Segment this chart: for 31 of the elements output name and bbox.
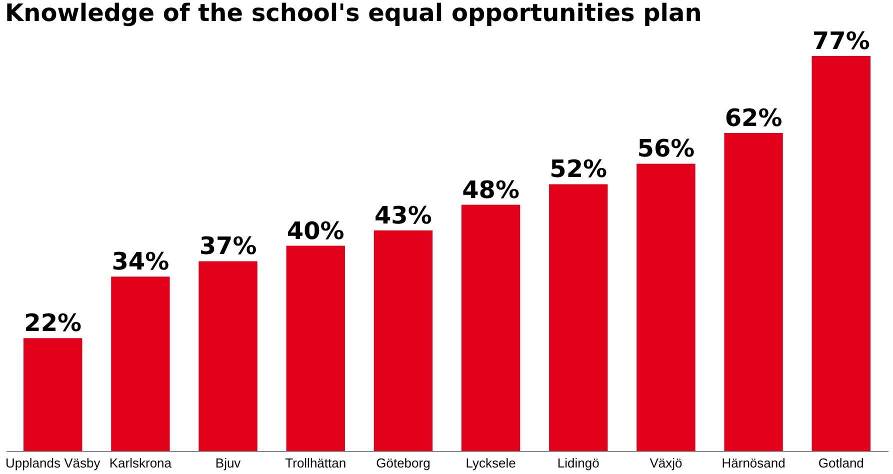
bar: [549, 184, 608, 451]
bar: [724, 132, 783, 451]
bar: [374, 230, 433, 451]
data-label: 37%: [199, 232, 257, 260]
data-label: 40%: [286, 216, 344, 245]
bar: [111, 276, 170, 451]
bar: [636, 164, 696, 451]
x-tick-label: Upplands Väsby: [6, 456, 101, 470]
data-label: 62%: [724, 104, 782, 132]
data-label: 34%: [112, 248, 170, 276]
data-label: 43%: [374, 201, 432, 230]
x-tick-label: Växjö: [650, 456, 682, 470]
x-tick-label: Göteborg: [376, 456, 430, 470]
data-label: 52%: [550, 155, 608, 184]
bar: [812, 56, 870, 451]
x-tick-label: Karlskrona: [109, 456, 172, 470]
x-tick-label: Bjuv: [215, 456, 242, 470]
data-label: 22%: [24, 309, 82, 338]
data-label: 77%: [812, 27, 870, 55]
bar: [461, 204, 520, 451]
x-tick-label: Lidingö: [557, 456, 600, 470]
bar: [286, 246, 345, 451]
x-tick-label: Lycksele: [466, 456, 516, 470]
bar: [198, 261, 258, 451]
chart-title: Knowledge of the school's equal opportunities plan: [5, 0, 702, 27]
data-label: 56%: [637, 134, 695, 163]
x-tick-label: Härnösand: [722, 456, 786, 470]
x-tick-label: Gotland: [818, 456, 864, 470]
data-label: 48%: [462, 176, 520, 204]
x-tick-label: Trollhättan: [285, 456, 346, 470]
bar: [24, 338, 82, 451]
